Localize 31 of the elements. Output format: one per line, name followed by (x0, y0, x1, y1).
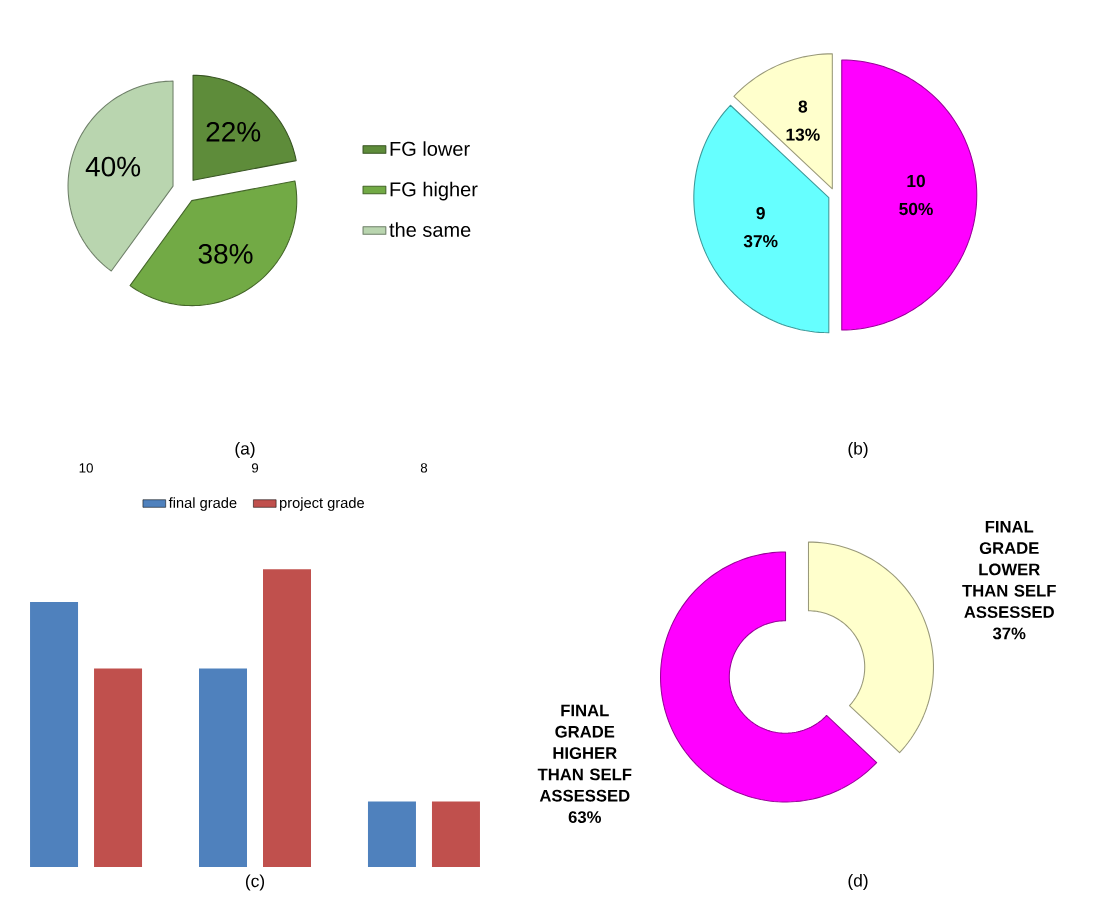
text: (c) (245, 874, 265, 891)
slice-label: 9 (756, 207, 765, 220)
data-label: 37% (992, 627, 1026, 640)
bar (199, 668, 247, 867)
slice-label: 8 (798, 100, 808, 113)
data-label: 40% (85, 156, 141, 177)
x-tick-label: 9 (251, 463, 259, 473)
slice-label: 10 (907, 174, 925, 188)
text: (b) (848, 441, 868, 459)
bar (431, 801, 480, 867)
data-label: 37% (743, 235, 778, 248)
legend-label: FG higher (390, 181, 478, 201)
text: (d) (848, 873, 868, 891)
slice-label: FINAL GRADE HIGHER THAN SELF ASSESSED (537, 704, 632, 802)
x-tick-label: 8 (420, 463, 428, 473)
legend-label: project grade (280, 497, 365, 511)
bar (263, 569, 311, 867)
legend-label: the same (389, 222, 471, 237)
data-label: 13% (786, 128, 820, 141)
data-label: 50% (899, 202, 933, 216)
text: (a) (235, 441, 255, 459)
data-label: 38% (198, 243, 253, 264)
x-tick-label: 10 (79, 463, 93, 473)
legend-label: FG lower (390, 141, 470, 156)
data-label: 63% (568, 811, 602, 823)
bar (30, 602, 79, 867)
legend-label: final grade (168, 497, 237, 511)
data-label: 22% (206, 121, 261, 142)
slice-label: FINAL GRADE LOWER THAN SELF ASSESSED (962, 521, 1056, 618)
bar (94, 668, 143, 867)
bar (367, 801, 416, 867)
